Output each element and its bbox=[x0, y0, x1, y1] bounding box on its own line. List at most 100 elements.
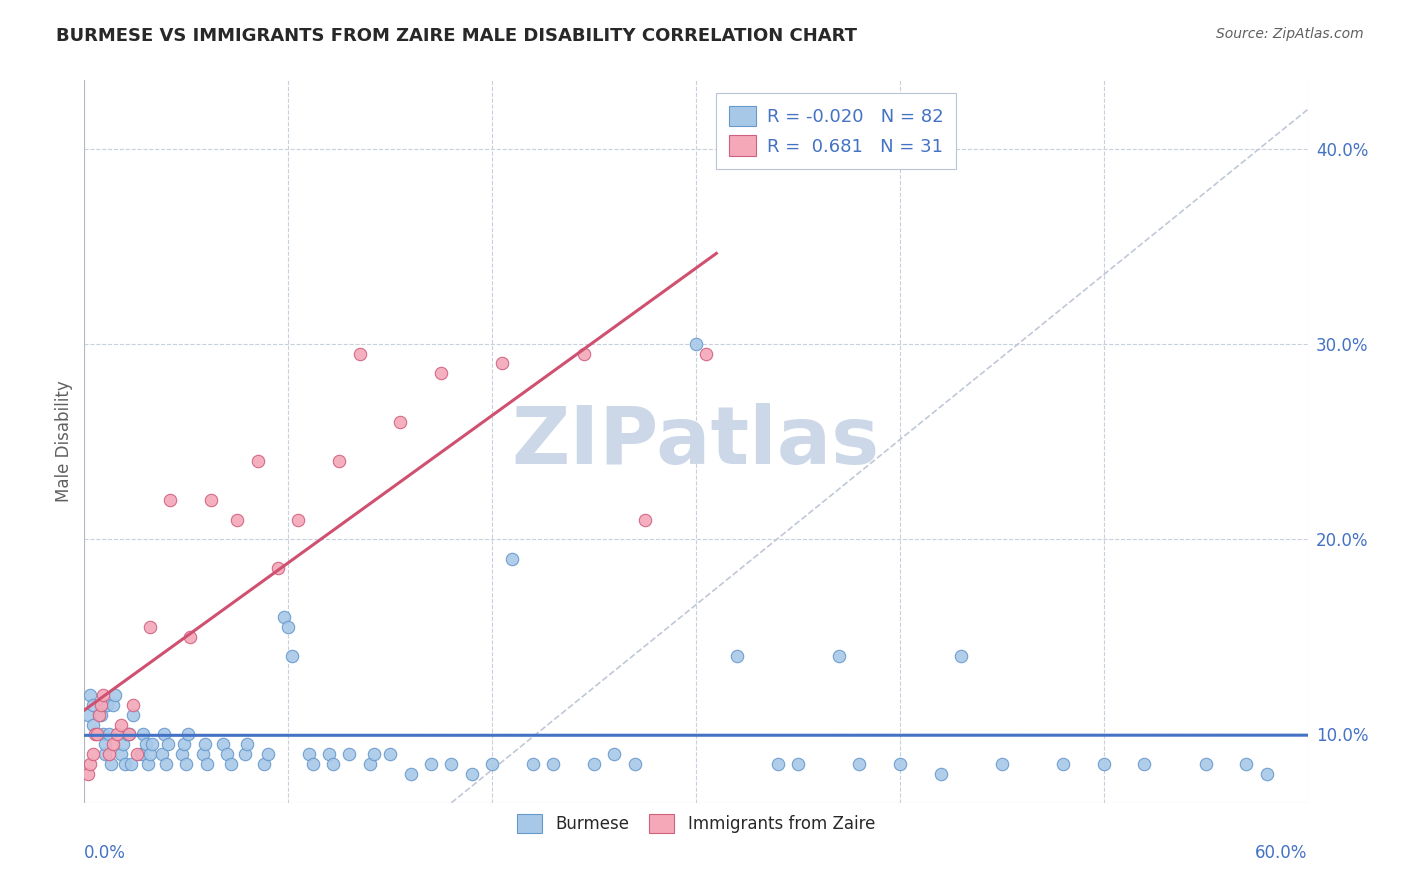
Point bbox=[174, 756, 197, 771]
Point bbox=[257, 747, 280, 761]
Point bbox=[1052, 756, 1074, 771]
Point bbox=[1256, 766, 1278, 780]
Point bbox=[440, 756, 463, 771]
Point bbox=[112, 737, 135, 751]
Point bbox=[93, 737, 115, 751]
Point bbox=[155, 756, 177, 771]
Point bbox=[461, 766, 484, 780]
Point bbox=[110, 717, 132, 731]
Point bbox=[122, 698, 145, 713]
Point bbox=[583, 756, 606, 771]
Point bbox=[634, 513, 657, 527]
Point bbox=[1133, 756, 1156, 771]
Point bbox=[725, 649, 748, 664]
Point bbox=[105, 727, 128, 741]
Point bbox=[253, 756, 276, 771]
Point bbox=[138, 747, 160, 761]
Point bbox=[380, 747, 402, 761]
Point bbox=[100, 756, 122, 771]
Point bbox=[132, 727, 155, 741]
Point bbox=[110, 747, 132, 761]
Point bbox=[991, 756, 1014, 771]
Text: BURMESE VS IMMIGRANTS FROM ZAIRE MALE DISABILITY CORRELATION CHART: BURMESE VS IMMIGRANTS FROM ZAIRE MALE DI… bbox=[56, 27, 858, 45]
Point bbox=[101, 737, 124, 751]
Point bbox=[86, 727, 108, 741]
Point bbox=[273, 610, 295, 624]
Point bbox=[219, 756, 242, 771]
Text: 0.0%: 0.0% bbox=[84, 845, 127, 863]
Point bbox=[301, 756, 323, 771]
Point bbox=[1195, 756, 1218, 771]
Point bbox=[77, 766, 100, 780]
Point bbox=[173, 737, 195, 751]
Point bbox=[287, 513, 309, 527]
Point bbox=[235, 747, 257, 761]
Point bbox=[90, 698, 112, 713]
Point bbox=[695, 346, 717, 360]
Point bbox=[159, 493, 181, 508]
Point bbox=[1236, 756, 1258, 771]
Point bbox=[156, 737, 179, 751]
Point bbox=[90, 707, 112, 722]
Point bbox=[766, 756, 789, 771]
Point bbox=[118, 727, 141, 741]
Point bbox=[420, 756, 443, 771]
Point bbox=[572, 346, 595, 360]
Point bbox=[322, 756, 344, 771]
Point bbox=[195, 756, 218, 771]
Point bbox=[82, 747, 104, 761]
Point bbox=[828, 649, 851, 664]
Point bbox=[624, 756, 647, 771]
Point bbox=[179, 630, 201, 644]
Point bbox=[150, 747, 173, 761]
Point bbox=[929, 766, 952, 780]
Point bbox=[118, 727, 141, 741]
Point bbox=[889, 756, 911, 771]
Point bbox=[127, 747, 149, 761]
Point bbox=[191, 747, 214, 761]
Point bbox=[82, 698, 104, 713]
Point bbox=[97, 727, 120, 741]
Point bbox=[194, 737, 217, 751]
Point bbox=[200, 493, 222, 508]
Point bbox=[522, 756, 544, 771]
Point bbox=[318, 747, 340, 761]
Point bbox=[950, 649, 973, 664]
Point bbox=[83, 727, 105, 741]
Text: 60.0%: 60.0% bbox=[1256, 845, 1308, 863]
Point bbox=[114, 756, 136, 771]
Point bbox=[77, 707, 100, 722]
Point bbox=[787, 756, 810, 771]
Point bbox=[363, 747, 385, 761]
Point bbox=[79, 689, 101, 703]
Point bbox=[543, 756, 565, 771]
Text: Source: ZipAtlas.com: Source: ZipAtlas.com bbox=[1216, 27, 1364, 41]
Legend: Burmese, Immigrants from Zaire: Burmese, Immigrants from Zaire bbox=[509, 805, 883, 841]
Point bbox=[349, 346, 371, 360]
Point bbox=[848, 756, 870, 771]
Point bbox=[267, 561, 290, 575]
Point bbox=[91, 727, 114, 741]
Point bbox=[281, 649, 304, 664]
Point bbox=[502, 551, 524, 566]
Point bbox=[91, 689, 114, 703]
Point bbox=[212, 737, 235, 751]
Point bbox=[172, 747, 194, 761]
Point bbox=[481, 756, 503, 771]
Point bbox=[277, 620, 299, 634]
Point bbox=[339, 747, 361, 761]
Point bbox=[104, 689, 127, 703]
Text: ZIPatlas: ZIPatlas bbox=[512, 402, 880, 481]
Point bbox=[177, 727, 200, 741]
Point bbox=[122, 707, 145, 722]
Point bbox=[153, 727, 176, 741]
Point bbox=[138, 620, 160, 634]
Point bbox=[131, 747, 153, 761]
Point bbox=[141, 737, 163, 751]
Point bbox=[79, 756, 101, 771]
Point bbox=[1092, 756, 1115, 771]
Y-axis label: Male Disability: Male Disability bbox=[55, 381, 73, 502]
Point bbox=[430, 366, 453, 380]
Point bbox=[246, 454, 269, 468]
Point bbox=[82, 717, 104, 731]
